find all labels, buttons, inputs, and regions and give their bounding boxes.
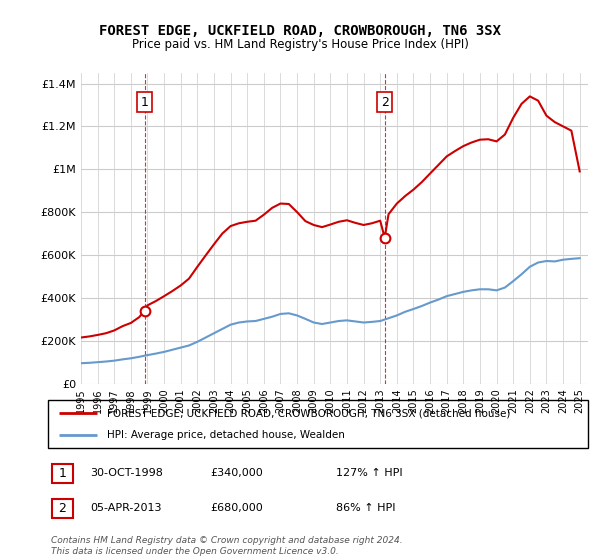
Text: 86% ↑ HPI: 86% ↑ HPI bbox=[336, 503, 395, 514]
Text: 1: 1 bbox=[141, 96, 149, 109]
Text: £680,000: £680,000 bbox=[210, 503, 263, 514]
Text: 2: 2 bbox=[58, 502, 67, 515]
Text: 05-APR-2013: 05-APR-2013 bbox=[90, 503, 161, 514]
Text: 127% ↑ HPI: 127% ↑ HPI bbox=[336, 468, 403, 478]
Text: FOREST EDGE, UCKFIELD ROAD, CROWBOROUGH, TN6 3SX: FOREST EDGE, UCKFIELD ROAD, CROWBOROUGH,… bbox=[99, 24, 501, 38]
Text: 1: 1 bbox=[58, 466, 67, 480]
Text: 2: 2 bbox=[381, 96, 389, 109]
Text: FOREST EDGE, UCKFIELD ROAD, CROWBOROUGH, TN6 3SX (detached house): FOREST EDGE, UCKFIELD ROAD, CROWBOROUGH,… bbox=[107, 408, 511, 418]
Text: 30-OCT-1998: 30-OCT-1998 bbox=[90, 468, 163, 478]
Text: Price paid vs. HM Land Registry's House Price Index (HPI): Price paid vs. HM Land Registry's House … bbox=[131, 38, 469, 51]
Text: HPI: Average price, detached house, Wealden: HPI: Average price, detached house, Weal… bbox=[107, 430, 345, 440]
Text: £340,000: £340,000 bbox=[210, 468, 263, 478]
Text: Contains HM Land Registry data © Crown copyright and database right 2024.
This d: Contains HM Land Registry data © Crown c… bbox=[51, 536, 403, 556]
